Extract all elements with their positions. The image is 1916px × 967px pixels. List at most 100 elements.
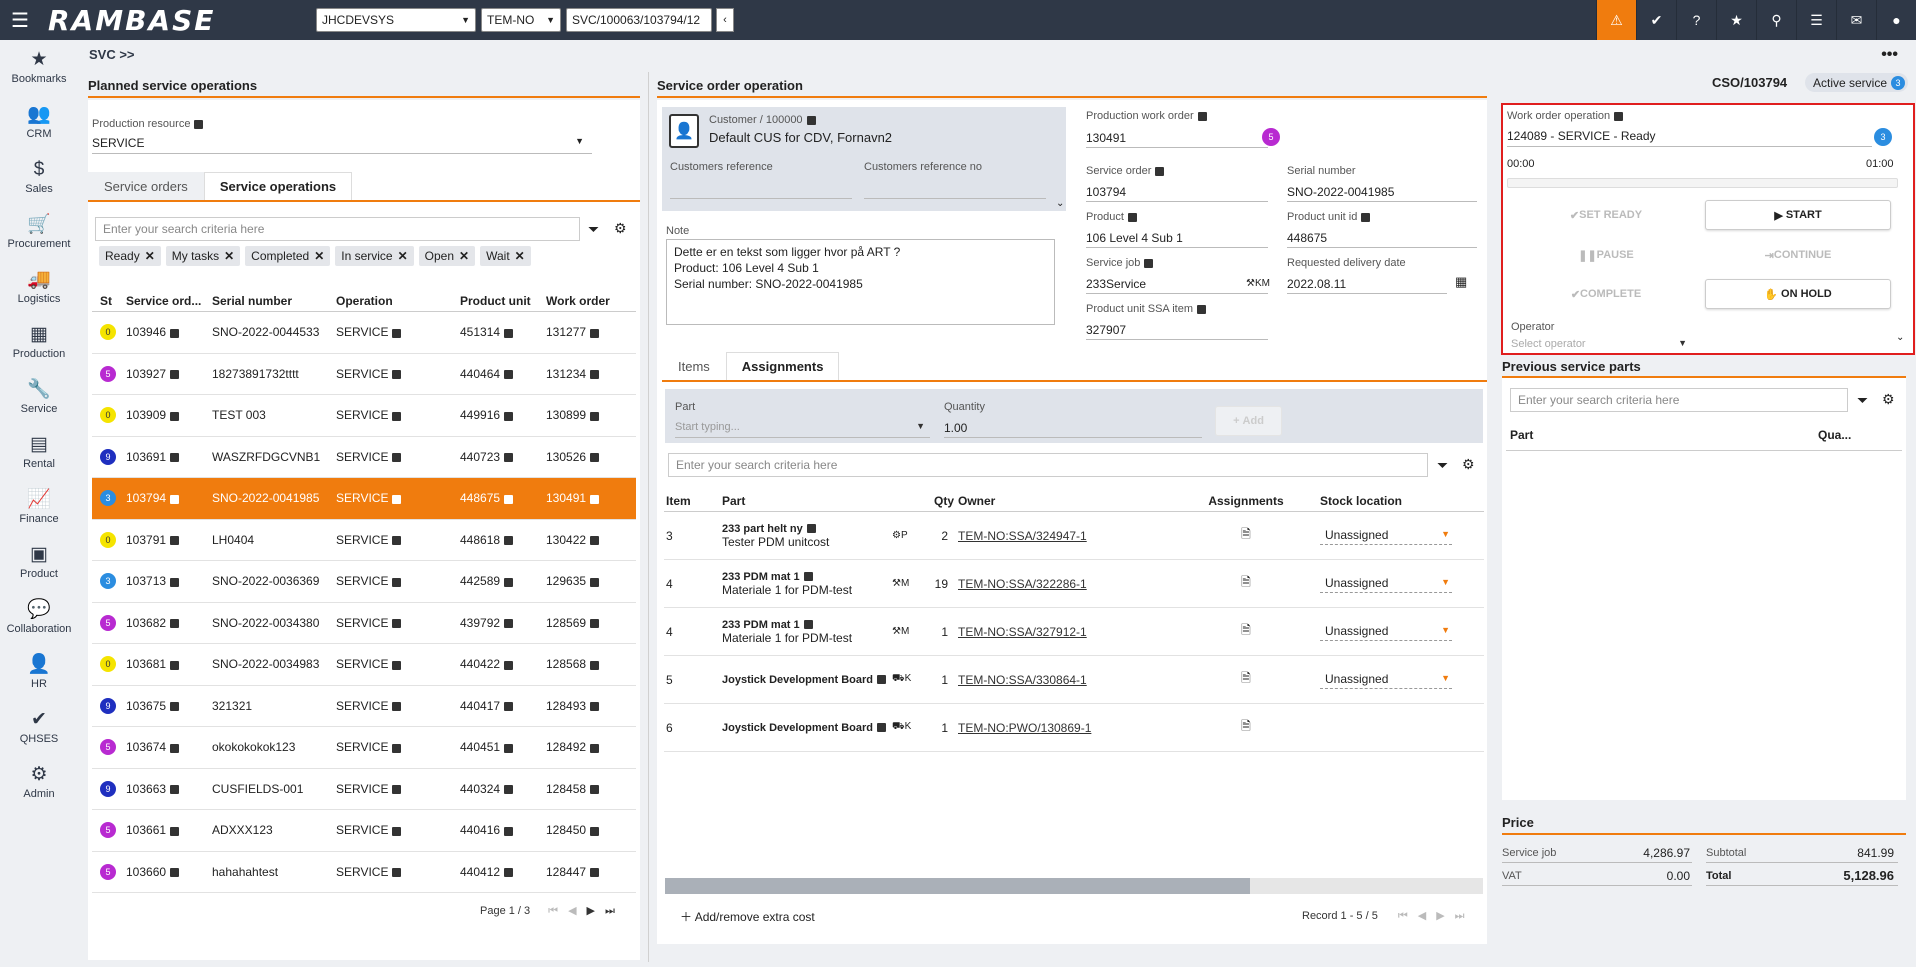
column-header[interactable]: Operation <box>336 293 393 308</box>
sidebar-item-product[interactable]: ▣ Product <box>0 535 78 590</box>
sidebar-item-procurement[interactable]: 🛒 Procurement <box>0 205 78 260</box>
cust-ref-no-field[interactable] <box>864 198 1046 199</box>
table-row[interactable]: 0 103681 SNO-2022-0034983 SERVICE 440422 1285… <box>92 644 636 686</box>
part-cell[interactable]: 233 PDM mat 1 Materiale 1 for PDM-test <box>722 571 892 597</box>
chip-open[interactable]: Open ✕ <box>418 246 476 266</box>
unit-cell[interactable]: 448618 <box>460 533 546 547</box>
table-row[interactable]: 5 Joystick Development Board ⛟K 1 TEM-NO:SSA… <box>664 656 1484 704</box>
table-row[interactable]: 4 233 PDM mat 1 Materiale 1 for PDM-test ⚒M… <box>664 560 1484 608</box>
stock-location-cell[interactable]: Unassigned ▼ <box>1320 526 1460 545</box>
filter-icon[interactable]: ⏷ <box>588 221 600 237</box>
complete-button[interactable]: ✔ COMPLETE <box>1514 279 1698 309</box>
edit-icon[interactable] <box>1127 212 1137 222</box>
order-cell[interactable]: 103791 <box>126 533 212 547</box>
assignments-cell[interactable]: 🗎 <box>1172 525 1320 546</box>
owner-link[interactable]: TEM-NO:SSA/327912-1 <box>958 624 1087 639</box>
column-header[interactable]: Qty <box>934 493 955 508</box>
operation-cell[interactable]: SERVICE <box>336 408 460 422</box>
edit-icon[interactable] <box>1361 212 1371 222</box>
expand-chevron-icon[interactable]: ⌄ <box>1056 198 1065 209</box>
operation-cell[interactable]: SERVICE <box>336 823 460 837</box>
owner-link[interactable]: TEM-NO:PWO/130869-1 <box>958 720 1092 735</box>
edit-icon[interactable] <box>806 524 816 534</box>
start-button[interactable]: ▶ START <box>1705 200 1891 230</box>
part-cell[interactable]: 233 part helt ny Tester PDM unitcost <box>722 523 892 549</box>
unit-cell[interactable]: 440412 <box>460 865 546 879</box>
table-row[interactable]: 9 103691 WASZRFDGCVNB1 SERVICE 440723 130526 <box>92 437 636 478</box>
edit-icon[interactable] <box>1144 258 1154 268</box>
sidebar-item-bookmarks[interactable]: ★ Bookmarks <box>0 40 78 95</box>
more-options-icon[interactable]: ••• <box>1881 46 1898 63</box>
cust-ref-field[interactable] <box>670 198 852 199</box>
chip-my-tasks[interactable]: My tasks ✕ <box>165 246 241 266</box>
stock-location-cell[interactable]: Unassigned ▼ <box>1320 622 1460 641</box>
user-icon[interactable]: ● <box>1876 0 1916 40</box>
operation-cell[interactable]: SERVICE <box>336 657 460 671</box>
edit-icon[interactable] <box>170 328 180 338</box>
unit-cell[interactable]: 440464 <box>460 367 546 381</box>
edit-icon[interactable] <box>170 453 180 463</box>
qty-input[interactable]: 1.00 <box>944 421 968 435</box>
edit-icon[interactable] <box>170 370 180 380</box>
previous-parts-search-input[interactable]: Enter your search criteria here <box>1510 388 1848 412</box>
order-cell[interactable]: 103660 <box>126 865 212 879</box>
operation-cell[interactable]: SERVICE <box>336 574 460 588</box>
order-cell[interactable]: 103663 <box>126 782 212 796</box>
edit-icon[interactable] <box>504 785 514 795</box>
unit-cell[interactable]: 451314 <box>460 325 546 339</box>
edit-icon[interactable] <box>504 328 514 338</box>
edit-icon[interactable] <box>392 577 402 587</box>
edit-icon[interactable] <box>504 411 514 421</box>
ssa-value[interactable]: 327907 <box>1086 323 1127 337</box>
edit-icon[interactable] <box>590 411 600 421</box>
settings-gear-icon[interactable]: ⚙ <box>1462 456 1475 472</box>
left-search-input[interactable]: Enter your search criteria here <box>95 217 580 241</box>
unit-cell[interactable]: 440416 <box>460 823 546 837</box>
unit-cell[interactable]: 439792 <box>460 616 546 630</box>
edit-icon[interactable] <box>392 702 402 712</box>
first-page-icon[interactable]: ⏮ <box>548 905 559 917</box>
edit-icon[interactable] <box>504 370 514 380</box>
sidebar-item-admin[interactable]: ⚙ Admin <box>0 755 78 810</box>
company-select[interactable]: JHCDEVSYS ▼ <box>316 8 476 32</box>
edit-icon[interactable] <box>504 743 514 753</box>
edit-icon[interactable] <box>170 660 180 670</box>
tab-service-operations[interactable]: Service operations <box>203 172 353 200</box>
sidebar-item-logistics[interactable]: 🚚 Logistics <box>0 260 78 315</box>
sidebar-item-finance[interactable]: 📈 Finance <box>0 480 78 535</box>
edit-icon[interactable] <box>170 826 180 836</box>
unit-cell[interactable]: 440324 <box>460 782 546 796</box>
operation-cell[interactable]: SERVICE <box>336 325 460 339</box>
close-icon[interactable]: ✕ <box>314 249 325 263</box>
assignments-cell[interactable]: 🗎 <box>1172 573 1320 594</box>
edit-icon[interactable] <box>590 702 600 712</box>
column-header[interactable]: Serial number <box>212 293 293 308</box>
table-row[interactable]: 3 233 part helt ny Tester PDM unitcost ⚙P 2 T… <box>664 512 1484 560</box>
edit-icon[interactable] <box>590 619 600 629</box>
edit-icon[interactable] <box>1197 111 1207 121</box>
table-row[interactable]: 9 103675 321321 SERVICE 440417 128493 <box>92 686 636 727</box>
tab-items[interactable]: Items <box>678 358 710 374</box>
column-header[interactable]: Owner <box>958 493 996 508</box>
part-input[interactable]: Start typing... ▼ <box>675 421 930 433</box>
operation-cell[interactable]: SERVICE <box>336 450 460 464</box>
unit-cell[interactable]: 448675 <box>460 491 546 505</box>
edit-icon[interactable] <box>170 536 180 546</box>
help-icon[interactable]: ? <box>1676 0 1716 40</box>
assignments-cell[interactable]: 🗎 <box>1172 621 1320 642</box>
table-row[interactable]: 0 103791 LH0404 SERVICE 448618 130422 <box>92 520 636 561</box>
part-cell[interactable]: Joystick Development Board <box>722 722 892 734</box>
operation-cell[interactable]: SERVICE <box>336 782 460 796</box>
edit-icon[interactable] <box>590 660 600 670</box>
workorder-cell[interactable]: 128493 <box>546 699 616 713</box>
chip-wait[interactable]: Wait ✕ <box>480 246 531 266</box>
edit-icon[interactable] <box>806 115 816 125</box>
sidebar-item-rental[interactable]: ▤ Rental <box>0 425 78 480</box>
table-row[interactable]: 3 103713 SNO-2022-0036369 SERVICE 442589 1296… <box>92 561 636 603</box>
last-page-icon[interactable]: ⏭ <box>605 905 615 917</box>
order-cell[interactable]: 103682 <box>126 616 212 630</box>
close-icon[interactable]: ✕ <box>144 249 155 263</box>
pause-button[interactable]: ❚❚ PAUSE <box>1514 240 1698 270</box>
workorder-cell[interactable]: 128450 <box>546 823 616 837</box>
unit-cell[interactable]: 440723 <box>460 450 546 464</box>
